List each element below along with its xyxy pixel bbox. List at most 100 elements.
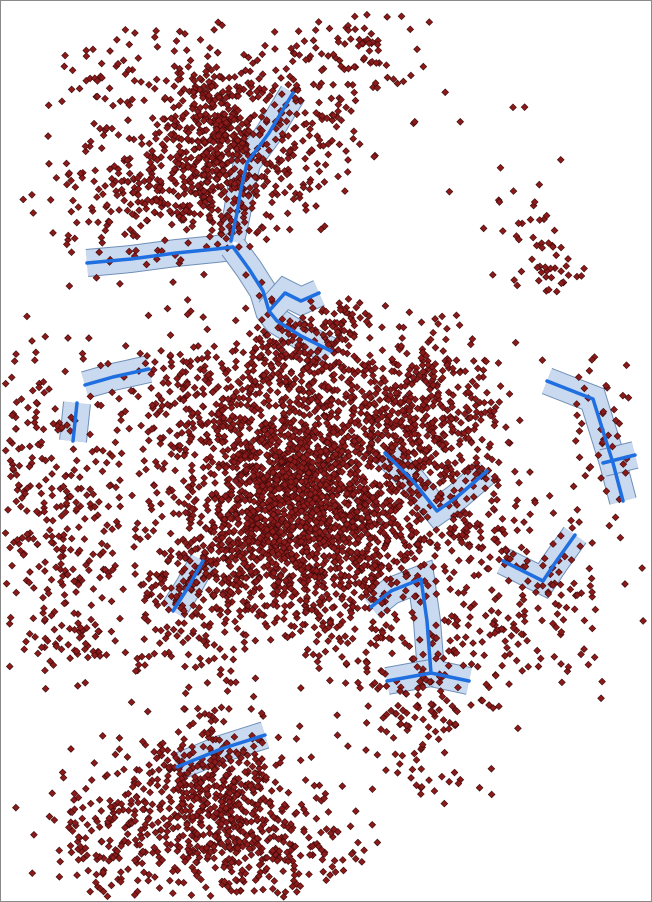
incident-point: [217, 99, 225, 108]
incident-point: [63, 180, 71, 189]
incident-point: [171, 466, 179, 475]
incident-point: [106, 47, 114, 55]
incident-point: [109, 101, 117, 110]
incident-point: [389, 75, 398, 84]
incident-point: [28, 337, 36, 345]
incident-point: [426, 468, 435, 477]
incident-point: [245, 226, 253, 235]
incident-point: [254, 227, 262, 236]
incident-point: [227, 667, 235, 675]
incident-point: [116, 502, 125, 511]
incident-point: [196, 35, 205, 44]
incident-point: [114, 59, 122, 68]
incident-point: [75, 84, 84, 93]
incident-point: [156, 210, 165, 219]
incident-point: [520, 518, 528, 526]
incident-point: [220, 653, 229, 661]
incident-point: [1, 379, 10, 388]
incident-point: [280, 602, 289, 610]
incident-point: [315, 167, 324, 176]
incident-point: [285, 225, 294, 234]
incident-point: [162, 135, 171, 143]
incident-point: [217, 182, 226, 191]
incident-point: [407, 71, 415, 80]
incident-point: [588, 624, 597, 633]
incident-point: [438, 366, 447, 375]
incident-point: [344, 156, 352, 164]
incident-point: [99, 131, 108, 140]
incident-point: [302, 548, 311, 556]
incident-point: [190, 450, 199, 459]
incident-point: [175, 123, 184, 132]
incident-point: [273, 165, 281, 173]
incident-point: [187, 153, 195, 162]
incident-point: [131, 561, 139, 570]
incident-point: [278, 90, 286, 98]
incident-point: [214, 132, 223, 140]
incident-point: [311, 26, 320, 34]
incident-point: [496, 382, 505, 390]
incident-point: [273, 224, 281, 233]
incident-point: [189, 424, 198, 432]
incident-point: [342, 103, 350, 112]
incident-point: [250, 111, 259, 120]
incident-point: [575, 518, 583, 526]
incident-point: [282, 65, 291, 73]
incident-point: [549, 509, 558, 517]
incident-point: [179, 477, 188, 485]
incident-point: [373, 751, 382, 759]
incident-point: [115, 206, 123, 214]
incident-point: [116, 97, 125, 106]
incident-point: [24, 403, 32, 412]
incident-point: [310, 623, 319, 632]
incident-point: [248, 199, 257, 207]
incident-point: [175, 27, 184, 36]
incident-point: [170, 493, 178, 502]
incident-point: [156, 592, 165, 601]
incident-point: [229, 441, 238, 450]
incident-point: [367, 29, 376, 38]
incident-point: [184, 683, 193, 692]
incident-point: [179, 638, 187, 647]
incident-point: [299, 137, 307, 145]
incident-point: [514, 724, 522, 733]
incident-point: [558, 678, 566, 687]
incident-point: [98, 74, 106, 82]
incident-point: [92, 273, 101, 282]
incident-point: [297, 377, 306, 386]
incident-point: [513, 526, 522, 535]
incident-point: [83, 491, 91, 499]
incident-point: [108, 549, 117, 557]
incident-point: [134, 174, 142, 182]
incident-point: [135, 469, 144, 478]
incident-point: [95, 248, 104, 257]
incident-point: [259, 106, 268, 115]
incident-point: [210, 470, 219, 479]
incident-point: [517, 543, 526, 552]
incident-point: [45, 159, 53, 168]
incident-point: [584, 660, 593, 669]
incident-point: [489, 490, 498, 498]
incident-point: [218, 126, 227, 135]
incident-point: [115, 394, 123, 403]
incident-point: [469, 649, 478, 658]
incident-point: [39, 593, 47, 602]
incident-point: [397, 714, 405, 722]
incident-point: [213, 48, 222, 57]
incident-point: [350, 12, 359, 21]
incident-point: [366, 334, 374, 342]
incident-point: [26, 568, 34, 576]
incident-point: [337, 95, 345, 104]
incident-point: [425, 18, 434, 26]
incident-point: [272, 401, 280, 410]
incident-point: [343, 639, 352, 647]
incident-point: [391, 750, 400, 759]
incident-point: [425, 530, 434, 538]
incident-point: [314, 18, 323, 26]
incident-point: [229, 655, 238, 664]
incident-point: [135, 206, 143, 215]
incident-point: [356, 313, 365, 322]
incident-point: [211, 479, 219, 487]
incident-point: [262, 235, 271, 244]
